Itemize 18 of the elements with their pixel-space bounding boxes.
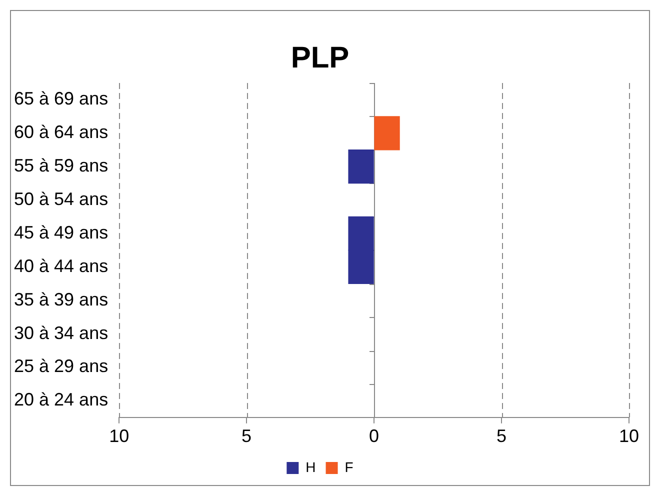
y-tick-label: 45 à 49 ans: [14, 222, 108, 242]
y-tick-label: 65 à 69 ans: [14, 88, 108, 109]
y-tick-label: 50 à 54 ans: [14, 189, 108, 210]
y-tick-label: 55 à 59 ans: [14, 156, 108, 176]
y-tick-label: 60 à 64 ans: [14, 122, 108, 142]
x-tick-label: 10: [109, 426, 130, 446]
y-tick-label: 30 à 34 ans: [14, 322, 108, 343]
y-tick-label: 25 à 29 ans: [14, 356, 108, 376]
legend-label: F: [344, 458, 354, 475]
x-tick-label: 10: [618, 426, 640, 446]
chart-title: PLP: [290, 41, 350, 74]
x-tick-label: 5: [242, 426, 252, 446]
y-tick-label: 35 à 39 ans: [14, 289, 108, 310]
y-tick-label: 20 à 24 ans: [14, 390, 108, 410]
x-tick-label: 0: [369, 426, 380, 446]
legend-label: H: [306, 458, 316, 475]
x-tick-label: 5: [496, 426, 507, 446]
y-tick-label: 40 à 44 ans: [14, 256, 108, 276]
